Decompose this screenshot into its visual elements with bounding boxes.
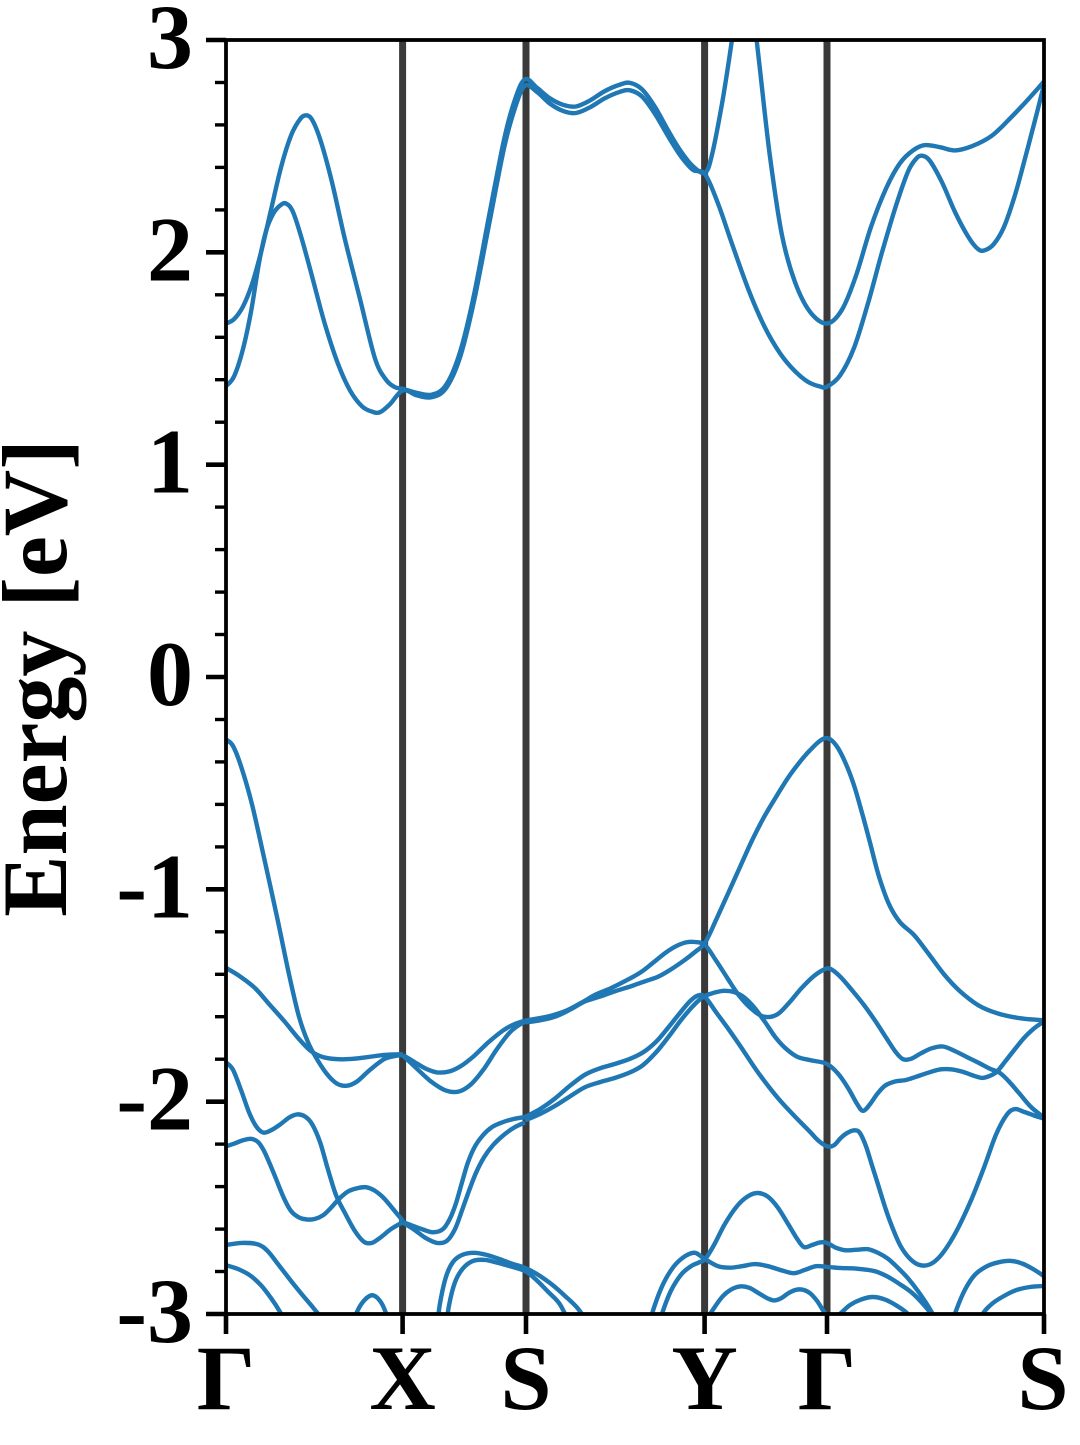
svg-text:Γ: Γ: [798, 1327, 857, 1429]
svg-text:X: X: [369, 1327, 435, 1429]
svg-text:-2: -2: [116, 1048, 193, 1150]
svg-text:-3: -3: [116, 1260, 193, 1362]
svg-text:S: S: [1017, 1327, 1068, 1429]
svg-text:Energy [eV]: Energy [eV]: [0, 439, 86, 917]
svg-text:Y: Y: [671, 1327, 737, 1429]
svg-text:3: 3: [147, 0, 193, 88]
svg-text:0: 0: [147, 623, 193, 725]
svg-text:1: 1: [147, 411, 193, 513]
svg-text:2: 2: [147, 198, 193, 300]
svg-text:Γ: Γ: [197, 1327, 256, 1429]
svg-text:S: S: [500, 1327, 551, 1429]
svg-text:-1: -1: [116, 835, 193, 937]
